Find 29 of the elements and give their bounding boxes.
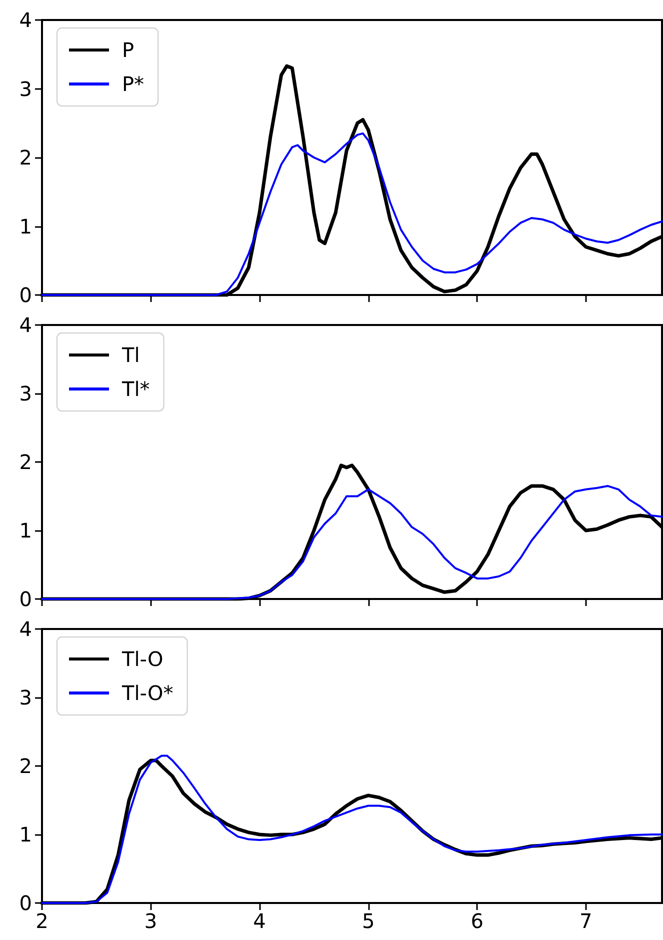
y-tick-label: 1	[19, 822, 32, 846]
y-tick-label: 3	[19, 382, 32, 406]
y-tick-label: 4	[19, 617, 32, 641]
y-tick-label: 4	[19, 8, 32, 32]
legend-label: Tl*	[121, 377, 150, 401]
legend-label: Tl-O*	[121, 681, 174, 705]
x-tick-label: 2	[36, 909, 48, 933]
x-tick-label: 4	[253, 909, 266, 933]
y-tick-label: 0	[19, 891, 32, 915]
y-tick-label: 3	[19, 76, 32, 101]
y-tick-label: 4	[19, 313, 32, 337]
y-tick-label: 0	[19, 587, 32, 611]
x-tick-label: 3	[144, 909, 158, 933]
y-tick-label: 2	[19, 146, 32, 170]
legend-label: P	[122, 38, 134, 62]
line-series	[41, 132, 663, 296]
x-tick-label: 7	[579, 909, 592, 933]
y-tick-label: 3	[19, 686, 32, 710]
legend-label: P*	[122, 72, 144, 96]
y-tick-label: 2	[19, 754, 32, 778]
line-series	[41, 484, 663, 600]
y-tick-label: 1	[19, 518, 32, 542]
x-tick-label: 5	[362, 909, 375, 933]
y-tick-label: 1	[19, 214, 32, 238]
legend-label: Tl	[121, 343, 140, 367]
y-tick-label: 2	[19, 450, 32, 474]
x-tick-label: 6	[470, 909, 484, 933]
y-tick-label: 0	[19, 283, 32, 307]
legend-label: Tl-O	[121, 647, 164, 671]
